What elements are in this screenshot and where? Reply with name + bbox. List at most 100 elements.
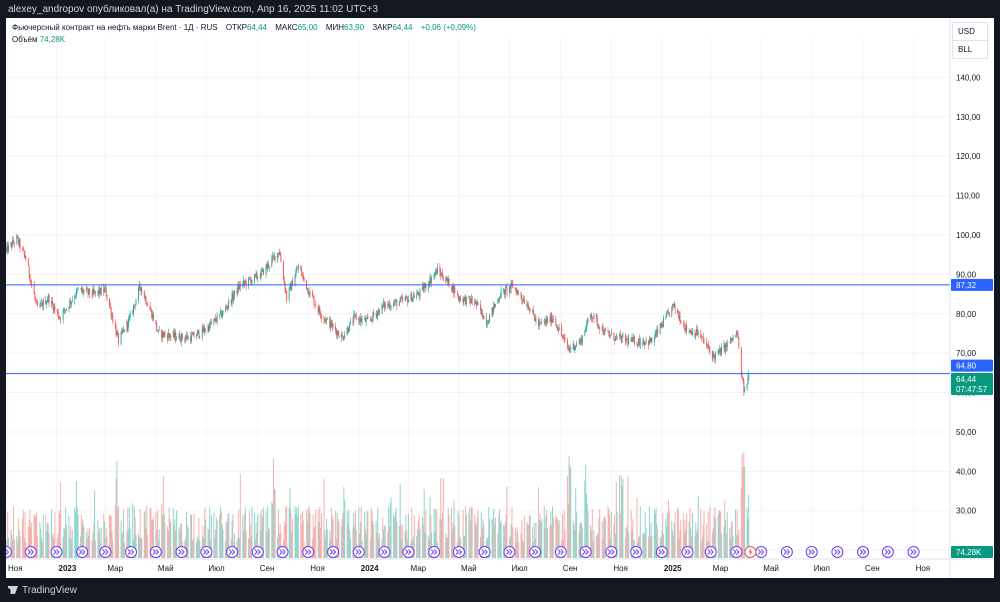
event-marker[interactable]: [50, 546, 63, 558]
event-marker[interactable]: [831, 546, 844, 558]
event-marker[interactable]: [327, 546, 340, 558]
event-marker[interactable]: [175, 546, 188, 558]
candle-body: [48, 295, 50, 304]
event-marker[interactable]: [200, 546, 213, 558]
event-marker-current[interactable]: [744, 546, 757, 558]
candle-body: [706, 342, 707, 346]
event-marker[interactable]: [907, 546, 920, 558]
event-marker[interactable]: [226, 546, 239, 558]
time-axis[interactable]: Ноя 2023 Мар Май Июл Сен Ноя 2024 Мар Май Июл Сен Но…: [6, 558, 994, 573]
event-marker[interactable]: [302, 546, 315, 558]
volume-bar: [121, 534, 123, 558]
event-marker[interactable]: [755, 546, 768, 558]
close-value: 64,44: [392, 23, 413, 32]
candle-body: [272, 255, 274, 259]
volume-bar: [100, 527, 102, 558]
y-tick-label: 110,00: [956, 192, 980, 201]
volume-bar: [307, 508, 309, 558]
candle-body: [203, 328, 205, 332]
volume-bar: [578, 532, 580, 558]
event-marker[interactable]: [655, 546, 668, 558]
volume-bar: [595, 534, 597, 558]
event-marker[interactable]: [681, 546, 694, 558]
unit-label[interactable]: BLL: [953, 40, 987, 58]
event-marker[interactable]: [503, 546, 516, 558]
event-marker[interactable]: [402, 546, 415, 558]
volume-bar: [673, 523, 675, 558]
volume-bar: [133, 506, 135, 558]
price-chart[interactable]: 140,00 130,00 120,00 110,00 100,00 90,00 80,00…: [6, 18, 994, 578]
event-marker[interactable]: [554, 546, 567, 558]
double-chevron-right-icon: [430, 549, 438, 555]
event-marker[interactable]: [428, 546, 441, 558]
candle-body: [8, 245, 9, 252]
event-marker[interactable]: [780, 546, 793, 558]
event-marker[interactable]: [630, 546, 643, 558]
event-marker[interactable]: [704, 546, 717, 558]
candle-body: [388, 303, 390, 306]
volume-bar: [54, 512, 56, 558]
event-marker[interactable]: [805, 546, 818, 558]
candle-body: [393, 303, 395, 304]
event-marker[interactable]: [378, 546, 391, 558]
event-marker[interactable]: [99, 546, 112, 558]
candle-body: [402, 297, 404, 301]
volume-bar: [404, 531, 406, 558]
volume-bar: [173, 526, 175, 558]
candle-body: [433, 274, 435, 279]
candle-body: [446, 277, 448, 282]
event-marker[interactable]: [352, 546, 365, 558]
candle-body: [106, 295, 108, 299]
candle-body: [273, 255, 275, 257]
candle-body: [99, 288, 101, 295]
candle-body: [186, 335, 187, 338]
event-marker[interactable]: [76, 546, 89, 558]
volume-bar: [343, 487, 345, 558]
volume-bar: [712, 527, 714, 558]
event-marker[interactable]: [579, 546, 592, 558]
event-marker[interactable]: [478, 546, 491, 558]
candle-body: [94, 291, 96, 293]
event-marker[interactable]: [452, 546, 465, 558]
volume-bar: [378, 537, 380, 558]
event-marker[interactable]: [857, 546, 870, 558]
candle-body: [735, 332, 737, 336]
event-marker[interactable]: [730, 546, 743, 558]
candle-body: [207, 326, 209, 332]
price-axis[interactable]: 140,00 130,00 120,00 110,00 100,00 90,00 80,00…: [949, 18, 981, 578]
candle-body: [104, 288, 105, 293]
event-marker[interactable]: [251, 546, 264, 558]
event-markers[interactable]: [6, 546, 920, 558]
candle-body: [191, 334, 192, 342]
candle-body: [694, 330, 696, 337]
candle-body: [175, 332, 177, 340]
volume-bar: [228, 513, 230, 558]
volume-bar: [528, 515, 530, 558]
event-marker[interactable]: [125, 546, 138, 558]
volume-bar: [347, 523, 349, 558]
volume-bar: [244, 507, 246, 558]
event-marker[interactable]: [529, 546, 542, 558]
candle-body: [308, 294, 310, 296]
candle-body: [22, 248, 24, 250]
currency-unit-box[interactable]: USD BLL: [952, 22, 988, 59]
event-marker[interactable]: [149, 546, 162, 558]
event-marker[interactable]: [881, 546, 894, 558]
volume-bar: [546, 509, 548, 558]
candle-body: [412, 297, 414, 302]
candle-body: [359, 318, 361, 323]
event-marker[interactable]: [276, 546, 289, 558]
candle-body: [371, 319, 373, 321]
event-marker[interactable]: [605, 546, 618, 558]
candle-body: [708, 347, 710, 350]
volume-bar: [250, 536, 252, 558]
volume-bar: [480, 512, 482, 558]
candle-body: [105, 287, 107, 296]
candle-body: [133, 305, 134, 313]
chart-panel[interactable]: 140,00 130,00 120,00 110,00 100,00 90,00 80,00…: [6, 18, 994, 578]
event-marker[interactable]: [24, 546, 37, 558]
candle-body: [33, 284, 35, 295]
event-marker[interactable]: [6, 546, 12, 558]
currency-label[interactable]: USD: [958, 27, 975, 36]
volume-bar: [400, 524, 402, 558]
